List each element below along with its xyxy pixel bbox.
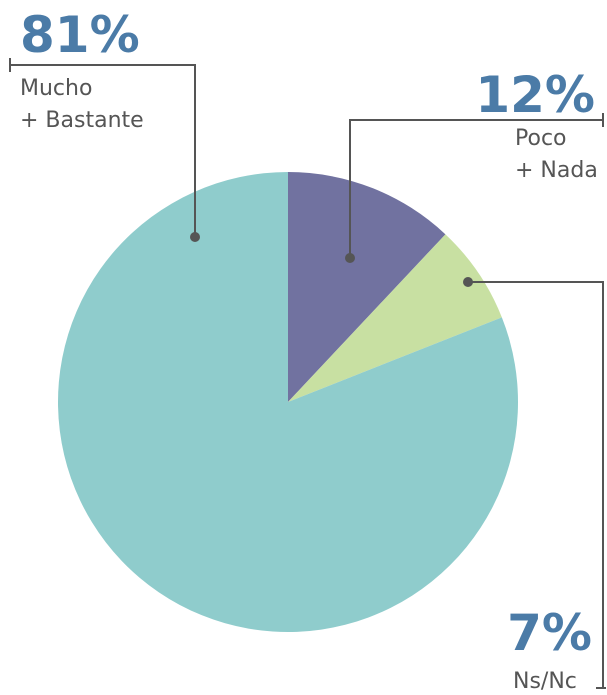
leader-line — [349, 119, 603, 258]
leader-dot — [190, 232, 200, 242]
value-label: 12% — [475, 66, 595, 124]
leader-dot — [463, 277, 473, 287]
category-line: + Bastante — [20, 108, 144, 133]
pie-slice — [57, 172, 518, 632]
pie — [57, 172, 518, 632]
value-label: 81% — [20, 6, 140, 64]
pie-slice — [288, 172, 446, 402]
category-label: Poco + Nada — [515, 126, 598, 183]
category-label: Mucho + Bastante — [20, 76, 144, 133]
leader-lines — [9, 58, 606, 689]
leader-dot — [345, 253, 355, 263]
category-line: Mucho — [20, 76, 92, 101]
category-label: Ns/Nc — [513, 669, 577, 694]
leader-line — [10, 64, 196, 237]
value-label: 7% — [507, 604, 592, 662]
category-line: + Nada — [515, 158, 598, 183]
pie-slice — [288, 234, 502, 402]
category-line: Poco — [515, 126, 567, 151]
leader-line — [468, 281, 604, 688]
